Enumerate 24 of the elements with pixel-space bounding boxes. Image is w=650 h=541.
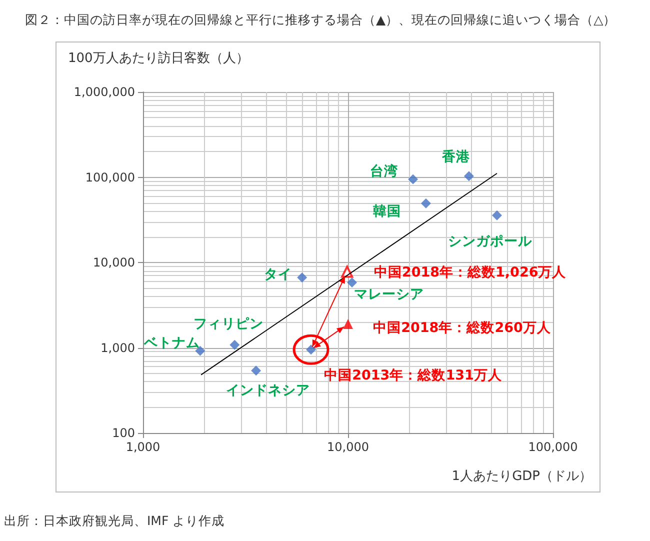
annotation: インドネシア — [226, 382, 310, 399]
annotation: 台湾 — [370, 162, 398, 180]
y-tick-label: 10,000 — [93, 256, 135, 270]
annotation: 香港 — [440, 149, 471, 166]
x-tick-label: 10,000 — [327, 440, 369, 454]
annotation: 韓国 — [372, 203, 401, 220]
annotation: タイ — [264, 266, 292, 283]
y-axis-title: 100万人あたり訪日客数（人） — [68, 50, 249, 66]
annotation: ベトナム — [143, 334, 200, 351]
chart-title: 図２：中国の訪日率が現在の回帰線と平行に推移する場合（▲）、現在の回帰線に追いつく場合（△） — [25, 12, 616, 27]
annotation: 中国2018年：総数1,026万人 — [374, 264, 568, 281]
y-tick-label: 100 — [112, 426, 135, 440]
x-axis-title: 1人あたりGDP（ドル） — [452, 469, 592, 484]
y-tick-label: 1,000,000 — [74, 85, 135, 99]
y-tick-label: 1,000 — [100, 340, 135, 355]
annotation: 中国2013年：総数131万人 — [324, 368, 503, 384]
text: 出所：日本政府観光局、IMF より作成 — [4, 513, 225, 528]
annotation: マレーシア — [354, 286, 424, 303]
annotation: シンガポール — [448, 233, 533, 250]
y-tick-label: 100,000 — [85, 170, 135, 184]
annotation: フィリピン — [194, 316, 264, 332]
x-tick-label: 1,000 — [126, 440, 160, 454]
x-tick-label: 100,000 — [528, 440, 578, 454]
annotation: 中国2018年：総数260万人 — [373, 320, 552, 336]
